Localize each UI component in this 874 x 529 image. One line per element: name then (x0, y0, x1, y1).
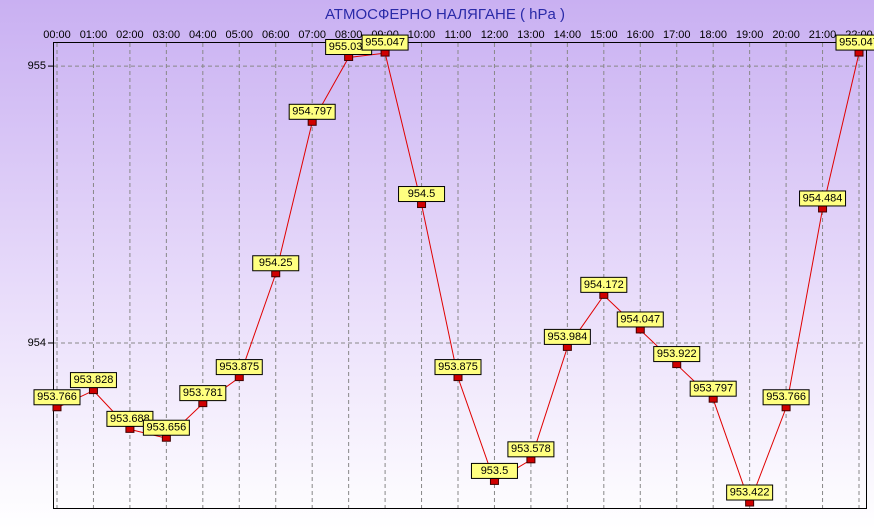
marker (818, 205, 828, 213)
value-label-box (835, 34, 874, 51)
value-label: 954.25 (259, 257, 293, 269)
value-label-box (142, 419, 190, 436)
value-label-box (470, 462, 518, 479)
x-tick-label: 14:00 (554, 29, 582, 41)
marker (672, 361, 682, 369)
x-tick-label: 21:00 (809, 29, 837, 41)
value-label-box (434, 359, 482, 376)
value-label-box (726, 484, 774, 501)
marker (599, 291, 609, 299)
x-tick-label: 05:00 (226, 29, 254, 41)
value-label: 955.031 (329, 41, 369, 53)
value-label-box (616, 311, 664, 328)
x-tick-label: 20:00 (772, 29, 800, 41)
marker (781, 404, 791, 412)
x-tick-label: 04:00 (189, 29, 217, 41)
x-tick-label: 11:00 (445, 29, 472, 41)
value-label: 955.047 (365, 36, 405, 48)
value-label-box (288, 103, 336, 120)
chart-title: АТМОСФЕРНО НАЛЯГАНЕ ( hPa ) (325, 6, 565, 23)
value-label: 954.5 (408, 188, 436, 200)
x-tick-label: 17:00 (663, 29, 691, 41)
marker (271, 270, 281, 278)
value-label-box (69, 372, 117, 389)
value-label: 953.422 (730, 486, 770, 498)
value-label: 954.047 (620, 313, 660, 325)
y-tick-label: 955 (28, 60, 46, 72)
value-label: 953.875 (219, 361, 259, 373)
value-label-box (398, 186, 446, 203)
value-label: 953.578 (511, 443, 551, 455)
value-label-box (106, 410, 154, 427)
marker (307, 118, 317, 126)
value-label-box (543, 328, 591, 345)
marker (125, 425, 135, 433)
marker (489, 477, 499, 485)
marker (526, 456, 536, 464)
value-label-box (689, 380, 737, 397)
x-tick-label: 07:00 (298, 29, 326, 41)
value-label-box (252, 255, 300, 272)
marker (417, 201, 427, 209)
value-label: 954.172 (584, 279, 624, 291)
value-label: 953.797 (693, 383, 733, 395)
marker (380, 49, 390, 57)
value-label: 955.047 (839, 36, 874, 48)
marker (344, 54, 354, 62)
value-label-box (507, 441, 555, 458)
y-tick-label: 954 (28, 337, 46, 349)
marker (635, 326, 645, 334)
value-label-box (361, 34, 409, 51)
value-label: 954.797 (292, 106, 332, 118)
x-tick-label: 00:00 (43, 29, 71, 41)
value-label: 953.688 (110, 413, 150, 425)
value-label-box (653, 346, 701, 363)
value-label-box (762, 389, 810, 406)
value-label: 953.922 (657, 348, 697, 360)
x-tick-label: 18:00 (699, 29, 727, 41)
value-label: 953.5 (481, 465, 509, 477)
marker (708, 395, 718, 403)
x-tick-label: 16:00 (627, 29, 655, 41)
value-label-box (215, 359, 263, 376)
value-label: 953.766 (37, 391, 77, 403)
marker (854, 49, 864, 57)
marker (161, 434, 171, 442)
x-tick-label: 02:00 (116, 29, 144, 41)
x-tick-label: 19:00 (736, 29, 764, 41)
value-label: 953.984 (547, 331, 587, 343)
x-tick-label: 10:00 (408, 29, 436, 41)
plot-frame (53, 42, 867, 509)
value-label: 953.875 (438, 361, 478, 373)
x-tick-label: 15:00 (590, 29, 618, 41)
value-label: 954.484 (803, 192, 843, 204)
x-tick-label: 08:00 (335, 29, 363, 41)
marker (234, 374, 244, 382)
marker (745, 499, 755, 507)
x-tick-label: 01:00 (80, 29, 108, 41)
value-label: 953.781 (183, 387, 223, 399)
marker (198, 400, 208, 408)
value-label-box (179, 385, 227, 402)
x-tick-label: 12:00 (481, 29, 509, 41)
marker (562, 343, 572, 351)
value-label-box (33, 389, 81, 406)
value-label: 953.766 (766, 391, 806, 403)
value-label-box (799, 190, 847, 207)
x-tick-label: 06:00 (262, 29, 290, 41)
x-tick-label: 03:00 (153, 29, 181, 41)
value-label-box (580, 276, 628, 293)
x-tick-label: 13:00 (517, 29, 545, 41)
marker (52, 404, 62, 412)
value-label: 953.828 (74, 374, 114, 386)
marker (453, 374, 463, 382)
value-label: 953.656 (146, 422, 186, 434)
marker (88, 387, 98, 395)
